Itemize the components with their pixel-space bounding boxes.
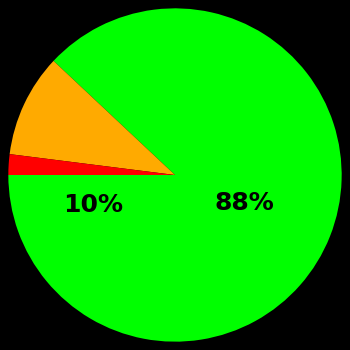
Wedge shape (10, 61, 175, 175)
Wedge shape (8, 154, 175, 175)
Wedge shape (8, 8, 342, 342)
Text: 10%: 10% (64, 193, 124, 217)
Text: 88%: 88% (215, 191, 275, 215)
